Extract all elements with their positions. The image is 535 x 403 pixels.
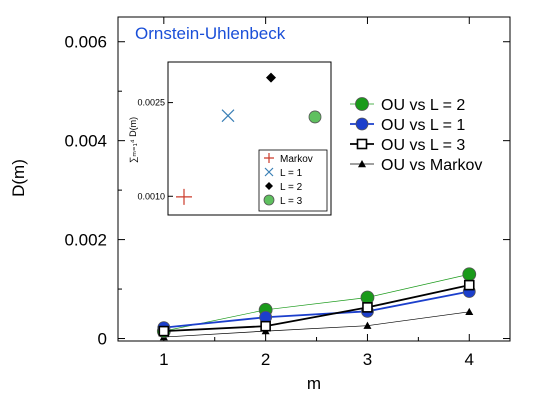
x-tick-label: 4 [465, 350, 474, 369]
series-line-ou-vs-l-1 [163, 290, 470, 329]
data-point-ou-vs-l-3 [158, 325, 170, 337]
main-axes: 1 2 3 4 0 0.002 0.004 0.006 [64, 17, 510, 369]
inset-axes: 0.0010 0.0025 [137, 98, 173, 201]
inset-point-l-1 [221, 109, 235, 123]
legend-label-ou-vs-l-3: OU vs L = 3 [381, 137, 465, 154]
legend-label-ou-vs-l-2: OU vs L = 2 [381, 97, 465, 114]
inset-point-l-3 [308, 110, 322, 124]
data-point-ou-vs-markov [363, 321, 372, 329]
x-tick-label: 1 [159, 350, 168, 369]
main-chart-title: Ornstein-Uhlenbeck [135, 24, 286, 43]
data-point-ou-vs-l-2 [462, 267, 477, 282]
y-tick-label: 0 [98, 330, 107, 349]
inset-point-markov [176, 188, 192, 205]
y-tick-label: 0.006 [64, 33, 107, 52]
inset-y-axis-label: ∑ₘ₌₁⁴ D(m) [128, 117, 138, 163]
legend-marker-ou-vs-l-1 [355, 117, 369, 131]
series-line-ou-vs-l-2 [163, 273, 470, 332]
main-x-axis-label: m [307, 374, 321, 393]
y-tick-label: 0.002 [64, 231, 107, 250]
series-line-ou-vs-markov [163, 311, 470, 338]
main-plot-frame [117, 16, 511, 342]
main-y-axis-label: D(m) [9, 159, 28, 197]
legend-marker-ou-vs-markov [358, 160, 366, 168]
data-point-ou-vs-l-3 [362, 302, 373, 313]
inset-legend: Markov L = 1 L = 2 L = 3 [263, 153, 313, 207]
inset-legend-label-l-3: L = 3 [280, 196, 303, 207]
inset-y-tick-label: 0.0025 [137, 98, 165, 108]
inset-legend-label-l-2: L = 2 [280, 182, 303, 193]
data-point-ou-vs-l-3 [260, 320, 271, 332]
legend-marker-ou-vs-l-2 [355, 97, 369, 111]
inset-y-tick-label: 0.0010 [137, 191, 165, 201]
data-point-ou-vs-markov [465, 307, 474, 316]
inset-legend-marker-l-3 [263, 194, 275, 206]
legend-marker-ou-vs-l-3 [356, 138, 368, 150]
inset-legend-label-l-1: L = 1 [280, 168, 303, 179]
main-legend: OU vs L = 2 OU vs L = 1 OU vs L = 3 OU vs M… [350, 97, 482, 174]
data-point-ou-vs-l-3 [463, 279, 475, 291]
x-tick-label: 3 [363, 350, 372, 369]
inset-point-l-2 [266, 72, 276, 83]
inset-legend-label-markov: Markov [280, 154, 313, 165]
legend-label-ou-vs-markov: OU vs Markov [381, 157, 482, 174]
inset-legend-marker-l-1 [264, 167, 274, 177]
y-tick-label: 0.004 [64, 132, 107, 151]
series-line-ou-vs-l-3 [163, 284, 470, 333]
x-tick-label: 2 [261, 350, 270, 369]
legend-label-ou-vs-l-1: OU vs L = 1 [381, 117, 465, 134]
main-series-group [156, 267, 477, 341]
inset-legend-marker-markov [264, 153, 274, 163]
inset-legend-marker-l-2 [265, 182, 273, 190]
inset-points-group [176, 72, 322, 205]
data-point-ou-vs-l-2 [360, 290, 375, 305]
